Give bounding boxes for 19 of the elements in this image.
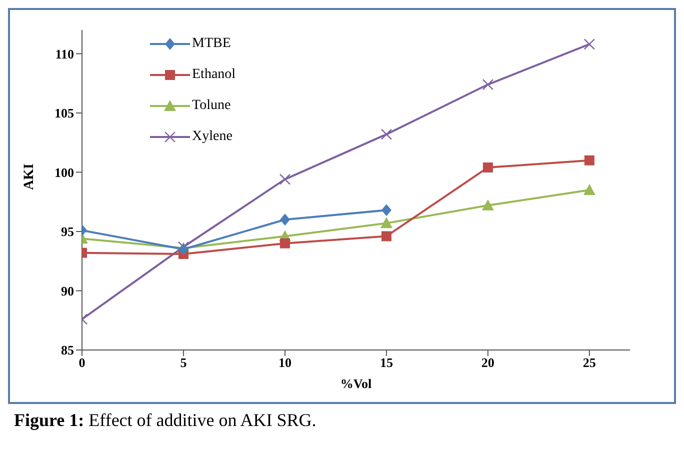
y-tick-label: 110 bbox=[55, 46, 74, 62]
caption: Figure 1: Effect of additive on AKI SRG. bbox=[14, 410, 316, 431]
x-tick-label: 15 bbox=[380, 355, 394, 370]
legend-label: Tolune bbox=[192, 98, 231, 114]
y-tick-label: 105 bbox=[54, 106, 74, 121]
y-axis-title: AKI bbox=[22, 164, 37, 190]
legend-label: Xylene bbox=[192, 128, 232, 144]
x-tick-label: 20 bbox=[481, 355, 494, 370]
x-tick-label: 10 bbox=[278, 355, 292, 370]
y-tick-label: 90 bbox=[61, 283, 74, 298]
y-tick-label: 95 bbox=[61, 224, 74, 240]
x-tick-label: 0 bbox=[78, 355, 86, 370]
legend-label: Ethanol bbox=[192, 66, 236, 82]
y-tick-label: 85 bbox=[61, 342, 74, 358]
x-axis-title: %Vol bbox=[340, 376, 372, 391]
x-tick-label: 25 bbox=[582, 355, 596, 370]
x-tick-label: 5 bbox=[180, 355, 188, 370]
legend-label: MTBE bbox=[192, 36, 231, 52]
y-tick-label: 100 bbox=[54, 164, 74, 180]
